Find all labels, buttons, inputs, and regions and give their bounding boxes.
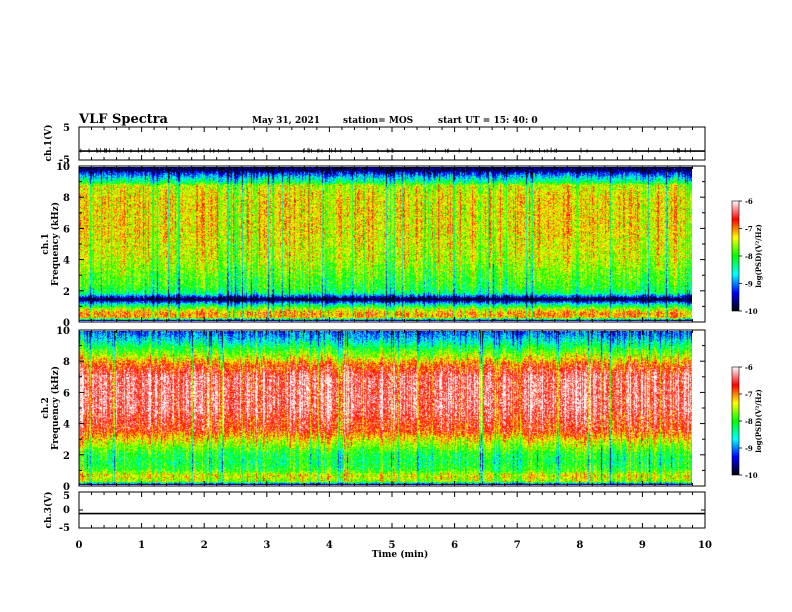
ch1-spectrogram-panel: ch.1 Frequency (kHz) 0 2 4 6 8 10 (41, 162, 706, 329)
colorbar-tick-label: -9 (745, 444, 753, 453)
time-tick-label: 7 (514, 540, 521, 551)
frequency-ytick-label: 0 (63, 318, 70, 329)
ch2-spectrogram-panel: ch.2 Frequency (kHz) 0 2 4 6 8 10 (41, 326, 706, 493)
ch1-voltage-ytick-top: 5 (63, 123, 70, 134)
frequency-ytick-label: 6 (63, 224, 70, 235)
time-tick-label: 10 (698, 540, 712, 551)
ch2-colorbar-bar (731, 366, 740, 476)
colorbar-tick-label: -9 (745, 280, 753, 289)
ch3-voltage-ytick-mid: 0 (63, 505, 70, 516)
frequency-ytick-label: 2 (63, 451, 70, 462)
time-axis: 0 1 2 3 4 5 6 7 8 9 10 (76, 540, 712, 551)
ch1-spectrogram-ylabel: ch.1 (41, 233, 51, 254)
ch1-colorbar-label: log(PSD)(V²/Hz) (754, 224, 763, 288)
ch3-voltage-ytick-bottom: -5 (59, 523, 70, 534)
colorbar-tick-label: -6 (745, 197, 753, 206)
colorbar-tick-label: -10 (745, 471, 758, 480)
ch3-voltage-ytick-top: 5 (63, 491, 70, 502)
header-date: May 31, 2021 (252, 116, 320, 126)
ch1-colorbar-bar (731, 200, 740, 312)
colorbar-tick-label: -7 (745, 390, 753, 399)
frequency-ytick-label: 10 (56, 326, 70, 337)
ch3-voltage-ylabel: ch.3(V) (43, 492, 54, 529)
frequency-ytick-label: 0 (63, 482, 70, 493)
frequency-ytick-label: 10 (56, 162, 70, 173)
time-axis-label: Time (min) (372, 549, 429, 560)
ch2-colorbar: log(PSD)(V²/Hz) -6 -7 -8 -9 -10 (731, 363, 763, 480)
ch1-voltage-ytick-bottom: -5 (59, 155, 70, 166)
frequency-ytick-label: 2 (63, 287, 70, 298)
time-tick-label: 0 (76, 540, 83, 551)
ch1-colorbar: log(PSD)(V²/Hz) -6 -7 -8 -9 -10 (731, 197, 763, 316)
time-tick-label: 9 (639, 540, 646, 551)
colorbar-tick-label: -7 (745, 225, 753, 234)
frequency-ytick-label: 4 (63, 256, 70, 267)
colorbar-tick-label: -6 (745, 363, 753, 372)
time-tick-label: 1 (138, 540, 145, 551)
frequency-ytick-label: 8 (63, 193, 70, 204)
time-tick-label: 4 (326, 540, 333, 551)
ch2-spectrogram-ylabel: ch.2 (41, 397, 51, 418)
ch2-colorbar-label: log(PSD)(V²/Hz) (754, 389, 763, 453)
ch1-spectrogram-image (79, 167, 692, 321)
ch2-spectrogram-image (79, 331, 692, 485)
ch3-voltage-frame (78, 491, 706, 529)
colorbar-tick-label: -10 (745, 307, 758, 316)
time-tick-label: 6 (451, 540, 458, 551)
time-tick-label: 3 (263, 540, 270, 551)
time-tick-label: 8 (576, 540, 583, 551)
ch1-voltage-ylabel: ch.1(V) (43, 125, 54, 162)
ch1-voltage-panel: ch.1(V) 5 -5 (43, 123, 706, 166)
ch2-spectrogram-ylabel-freq: Frequency (kHz) (50, 366, 61, 450)
colorbar-tick-label: -8 (745, 252, 753, 261)
header-start-time: start UT = 15: 40: 0 (438, 116, 538, 126)
colorbar-tick-label: -8 (745, 417, 753, 426)
header-station: station= MOS (343, 116, 413, 126)
frequency-ytick-label: 6 (63, 388, 70, 399)
time-tick-label: 5 (389, 540, 396, 551)
ch3-voltage-panel: ch.3(V) 5 0 -5 (43, 491, 706, 534)
time-tick-label: 2 (201, 540, 208, 551)
frequency-ytick-label: 8 (63, 357, 70, 368)
ch1-spectrogram-ylabel-freq: Frequency (kHz) (50, 202, 61, 286)
frequency-ytick-label: 4 (63, 420, 70, 431)
figure-title: VLF Spectra (78, 112, 169, 127)
